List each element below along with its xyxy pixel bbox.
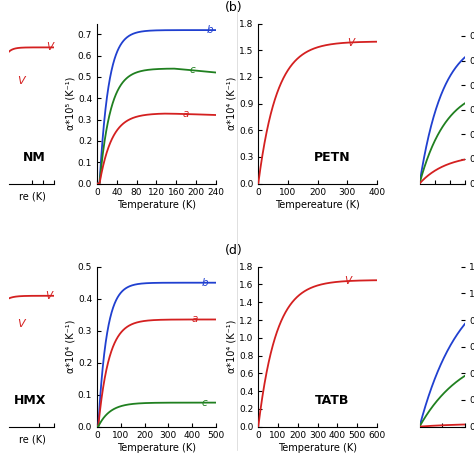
X-axis label: Temperature (K): Temperature (K) [117,443,196,453]
X-axis label: Temperature (K): Temperature (K) [117,200,196,210]
Y-axis label: α*10⁴ (K⁻¹): α*10⁴ (K⁻¹) [226,77,236,130]
Text: V: V [344,276,351,286]
Text: a: a [182,109,189,119]
Text: (b): (b) [225,1,243,14]
Text: TATB: TATB [315,394,349,408]
Text: a: a [192,314,198,325]
Text: PETN: PETN [313,151,350,164]
Text: V: V [18,319,25,329]
Text: V: V [18,76,25,86]
Text: b: b [201,278,208,288]
Y-axis label: α*10⁴ (K⁻¹): α*10⁴ (K⁻¹) [226,320,236,374]
Text: NM: NM [23,151,46,164]
X-axis label: re (K): re (K) [18,434,46,444]
Text: V: V [347,37,355,47]
Text: c: c [201,398,207,408]
Y-axis label: α*10⁴ (K⁻¹): α*10⁴ (K⁻¹) [65,320,75,374]
Text: (d): (d) [225,244,243,257]
Text: HMX: HMX [14,394,46,408]
X-axis label: Temperature (K): Temperature (K) [278,443,357,453]
Text: V: V [46,42,54,53]
Y-axis label: α*10⁵ (K⁻¹): α*10⁵ (K⁻¹) [65,77,75,130]
X-axis label: re (K): re (K) [18,191,46,201]
X-axis label: Tempereature (K): Tempereature (K) [275,200,360,210]
Text: b: b [206,25,213,35]
Text: c: c [190,65,195,75]
Text: V: V [46,291,53,301]
